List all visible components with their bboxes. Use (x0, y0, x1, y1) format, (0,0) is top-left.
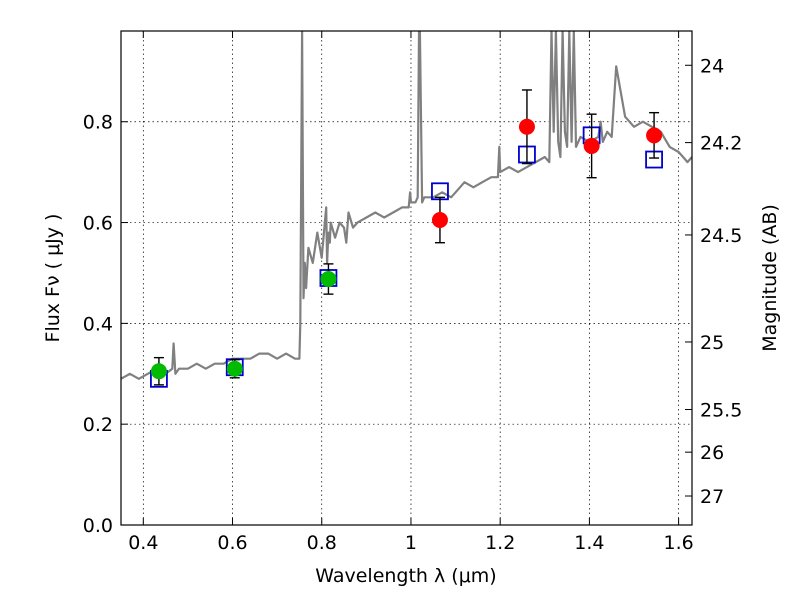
x-tick-label: 1.6 (664, 532, 694, 554)
data-points-layer (150, 89, 663, 388)
photometry-point (320, 271, 337, 288)
photometry-point (431, 212, 448, 229)
right-tick-label: 24 (700, 55, 724, 77)
y-tick-label: 0.2 (83, 414, 113, 436)
x-axis-ticks: 0.4 0.6 0.8 1 1.2 1.4 1.6 (128, 31, 694, 554)
y-axis-label: Flux Fν ( μJy ) (42, 214, 64, 343)
photometry-point (646, 127, 663, 144)
model-spectrum-line (121, 31, 692, 380)
grid-lines (121, 31, 692, 526)
y-axis-ticks: 0.0 0.2 0.4 0.6 0.8 (83, 112, 128, 537)
y-tick-label: 0.6 (83, 213, 113, 235)
right-axis-label-text: Magnitude (AB) (759, 204, 781, 352)
right-tick-label: 26 (700, 442, 724, 464)
y-axis-label-text: Flux Fν ( μJy ) (42, 214, 64, 343)
right-tick-label: 25 (700, 332, 724, 354)
x-axis-label: Wavelength λ (μm) (315, 565, 496, 587)
y-tick-label: 0.8 (83, 112, 113, 134)
plot-frame (120, 30, 693, 526)
model-spectrum-layer (121, 31, 692, 380)
x-tick-label: 1 (405, 532, 417, 554)
photometry-point (150, 363, 167, 380)
right-axis-label: Magnitude (AB) (759, 204, 781, 352)
y-tick-label: 0.0 (83, 515, 113, 537)
x-tick-label: 0.8 (307, 532, 337, 554)
x-tick-label: 1.4 (574, 532, 604, 554)
y-tick-label: 0.4 (83, 313, 113, 335)
photometry-point (583, 137, 600, 154)
right-tick-label: 25.5 (700, 400, 742, 422)
x-axis-label-text: Wavelength λ (μm) (315, 565, 496, 587)
x-tick-label: 1.2 (485, 532, 515, 554)
photometry-point (226, 360, 243, 377)
x-tick-label: 0.6 (217, 532, 247, 554)
right-axis-ticks: 24 24.2 24.5 25 25.5 26 27 (685, 55, 742, 508)
right-tick-label: 24.2 (700, 133, 742, 155)
x-tick-label: 0.4 (128, 532, 158, 554)
right-tick-label: 27 (700, 486, 724, 508)
right-tick-label: 24.5 (700, 225, 742, 247)
photometry-point (518, 118, 535, 135)
